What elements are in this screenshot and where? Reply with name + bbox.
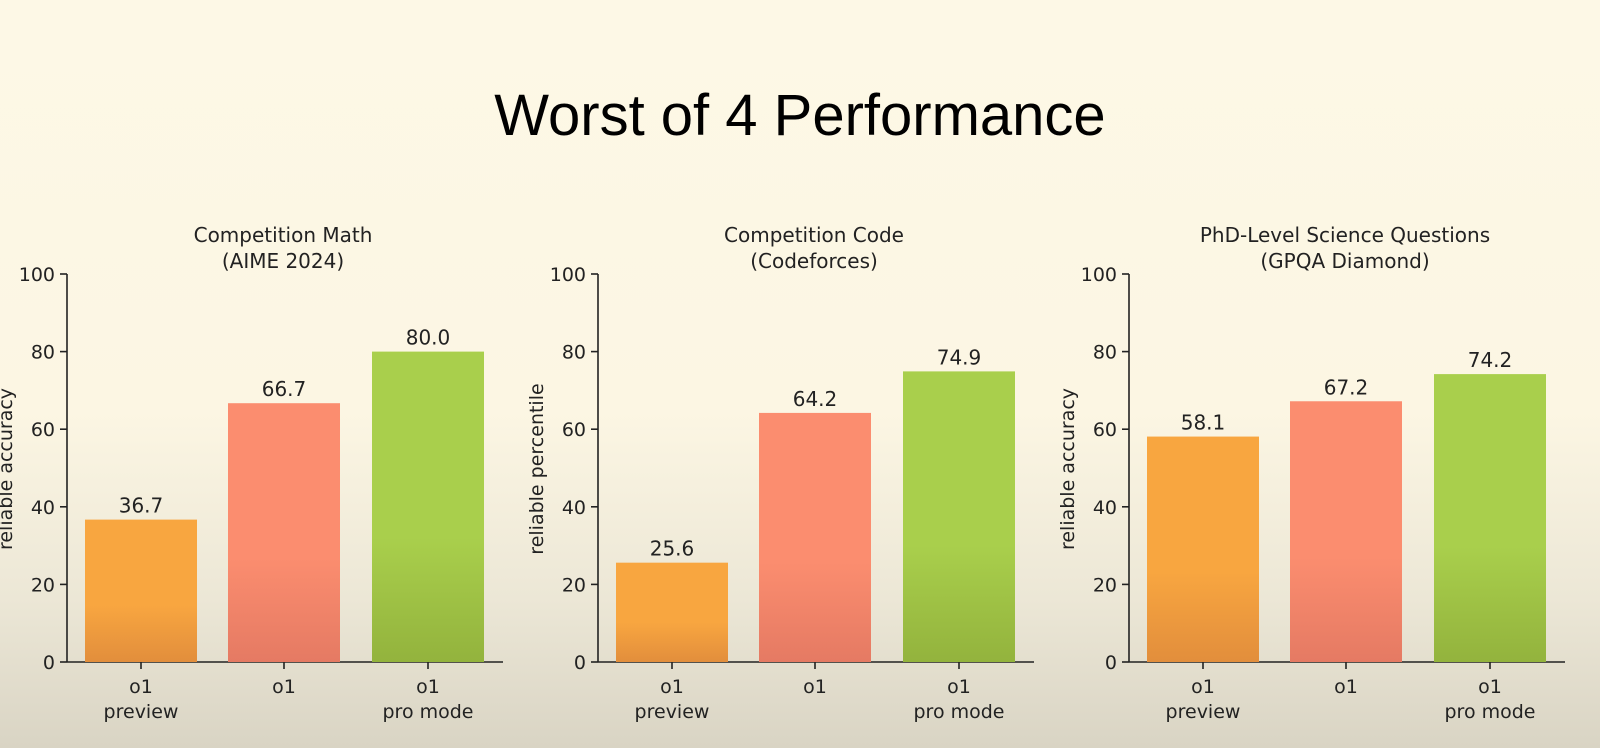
- x-tick-label: o1: [803, 676, 827, 698]
- bar-o1: [759, 412, 871, 662]
- bar-value-label: 25.6: [650, 537, 695, 561]
- x-tick-label: preview: [104, 701, 179, 723]
- bar-o1-pro-mode: [1434, 374, 1546, 662]
- x-tick-label: o1: [660, 676, 684, 698]
- y-axis-label: reliable accuracy: [1057, 388, 1079, 550]
- y-tick-label: 80: [1093, 342, 1117, 364]
- bar-value-label: 67.2: [1324, 375, 1369, 399]
- y-axis-label: reliable accuracy: [0, 388, 17, 550]
- y-tick-label: 20: [1093, 574, 1117, 596]
- y-tick-label: 40: [562, 497, 586, 519]
- x-tick-label: pro mode: [382, 701, 473, 723]
- chart-title-line: PhD-Level Science Questions: [1200, 223, 1490, 247]
- bar-value-label: 66.7: [262, 377, 307, 401]
- x-tick-label: o1: [1478, 676, 1502, 698]
- bar-o1: [228, 403, 340, 662]
- bar-value-label: 36.7: [119, 494, 164, 518]
- bar-o1-preview: [85, 519, 197, 662]
- y-tick-label: 20: [562, 574, 586, 596]
- y-tick-label: 40: [1093, 497, 1117, 519]
- x-tick-label: o1: [1191, 676, 1215, 698]
- y-tick-label: 60: [31, 419, 55, 441]
- bar-value-label: 74.2: [1468, 348, 1513, 372]
- y-tick-label: 80: [31, 342, 55, 364]
- y-axis-label: reliable percentile: [526, 383, 548, 554]
- chart-title-line: (Codeforces): [750, 249, 878, 273]
- y-tick-label: 100: [550, 264, 586, 286]
- x-tick-label: o1: [416, 676, 440, 698]
- bar-value-label: 74.9: [937, 345, 982, 369]
- x-tick-label: o1: [272, 676, 296, 698]
- chart-title-line: Competition Math: [194, 223, 373, 247]
- y-tick-label: 100: [1081, 264, 1117, 286]
- y-tick-label: 20: [31, 574, 55, 596]
- y-tick-label: 100: [19, 264, 55, 286]
- y-tick-label: 60: [1093, 419, 1117, 441]
- bar-value-label: 80.0: [406, 326, 451, 350]
- chart-title-line: (AIME 2024): [222, 249, 344, 273]
- chart-title-line: (GPQA Diamond): [1260, 249, 1429, 273]
- x-tick-label: o1: [1334, 676, 1358, 698]
- x-tick-label: o1: [129, 676, 153, 698]
- slide-title: Worst of 4 Performance: [494, 83, 1106, 148]
- y-tick-label: 40: [31, 497, 55, 519]
- x-tick-label: pro mode: [1444, 701, 1535, 723]
- y-tick-label: 0: [43, 652, 55, 674]
- y-tick-label: 80: [562, 342, 586, 364]
- chart-title-line: Competition Code: [724, 223, 904, 247]
- bar-value-label: 58.1: [1181, 411, 1226, 435]
- chart-panel-1: Competition Math(AIME 2024) 0 20 40 60 80 100 r…: [0, 223, 503, 723]
- bar-o1-preview: [616, 562, 728, 662]
- x-tick-label: o1: [947, 676, 971, 698]
- y-tick-label: 0: [574, 652, 586, 674]
- y-tick-label: 0: [1105, 652, 1117, 674]
- chart-panel-2: Competition Code(Codeforces) 0 20 40 60 80 100…: [526, 223, 1034, 723]
- x-tick-label: pro mode: [913, 701, 1004, 723]
- bar-value-label: 64.2: [793, 387, 838, 411]
- x-tick-label: preview: [635, 701, 710, 723]
- bar-o1-pro-mode: [372, 351, 484, 662]
- bar-o1: [1290, 401, 1402, 662]
- chart-panel-3: PhD-Level Science Questions(GPQA Diamond…: [1057, 223, 1565, 723]
- x-tick-label: preview: [1166, 701, 1241, 723]
- bar-o1-preview: [1147, 436, 1259, 662]
- bar-o1-pro-mode: [903, 371, 1015, 662]
- y-tick-label: 60: [562, 419, 586, 441]
